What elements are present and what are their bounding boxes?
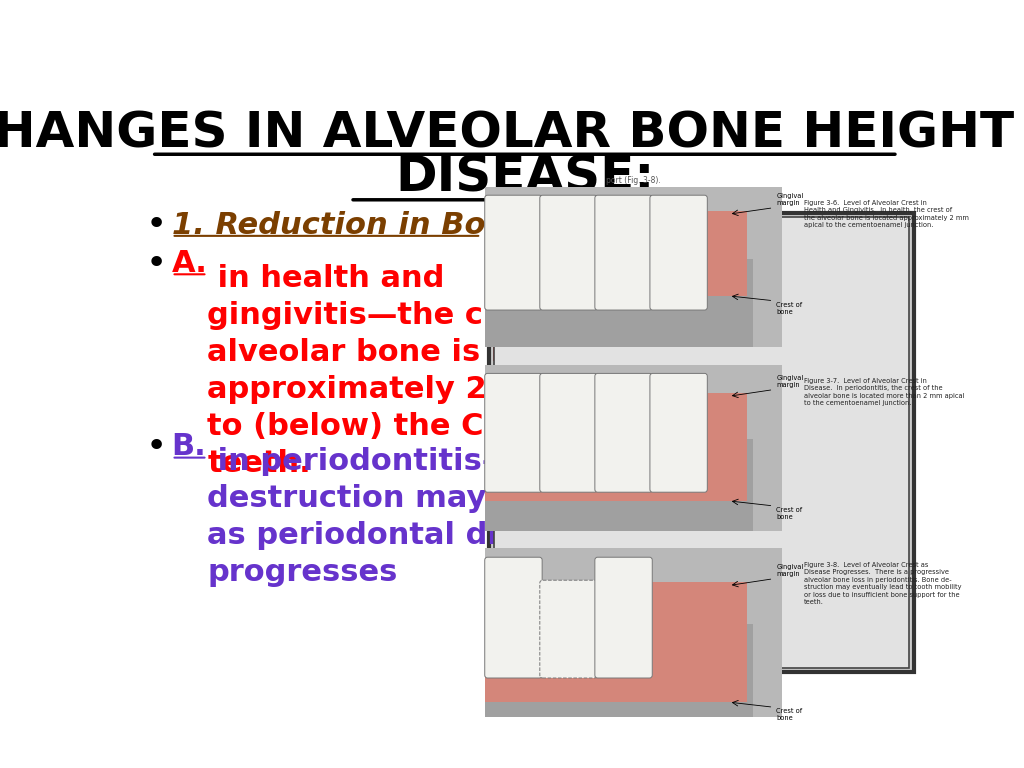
Bar (484, 439, 753, 531)
Bar (484, 365, 782, 531)
Text: •: • (145, 430, 167, 464)
Bar (484, 187, 782, 347)
FancyBboxPatch shape (494, 217, 909, 668)
Text: in periodontitis—bone
destruction may be marked
as periodontal disease
progresse: in periodontitis—bone destruction may be… (207, 447, 679, 587)
FancyBboxPatch shape (595, 558, 652, 678)
Text: port (Fig. 3-8).: port (Fig. 3-8). (606, 177, 660, 185)
Text: DISEASE:: DISEASE: (395, 154, 654, 202)
Bar (484, 259, 753, 347)
Text: A.: A. (172, 249, 208, 278)
FancyBboxPatch shape (595, 373, 652, 492)
Text: Figure 3-8.  Level of Alveolar Crest as
Disease Progresses.  There is a progress: Figure 3-8. Level of Alveolar Crest as D… (804, 562, 962, 605)
Text: Gingival
margin: Gingival margin (776, 564, 804, 577)
FancyBboxPatch shape (650, 195, 708, 310)
Text: Crest of
bone: Crest of bone (776, 302, 803, 315)
Text: in health and
gingivitis—the crest of the
alveolar bone is located
approximately: in health and gingivitis—the crest of th… (207, 263, 674, 478)
Text: Gingival
margin: Gingival margin (776, 193, 804, 206)
Text: Gingival
margin: Gingival margin (776, 375, 804, 388)
Text: •: • (145, 208, 167, 242)
Bar (484, 582, 746, 702)
FancyBboxPatch shape (489, 214, 913, 672)
Text: 1. Reduction in Bone Height: 1. Reduction in Bone Height (172, 210, 653, 240)
Text: CHANGES IN ALVEOLAR BONE HEIGHT IN: CHANGES IN ALVEOLAR BONE HEIGHT IN (0, 110, 1024, 157)
Bar (484, 211, 746, 296)
Text: Figure 3-6.  Level of Alveolar Crest in
Health and Gingivitis.  In health, the c: Figure 3-6. Level of Alveolar Crest in H… (804, 200, 969, 228)
FancyBboxPatch shape (484, 373, 542, 492)
FancyBboxPatch shape (540, 195, 597, 310)
Bar (484, 624, 753, 717)
Text: •: • (145, 247, 167, 280)
Text: Crest of
bone: Crest of bone (776, 507, 803, 520)
FancyBboxPatch shape (650, 373, 708, 492)
Text: B.: B. (172, 432, 207, 462)
FancyBboxPatch shape (484, 195, 542, 310)
Text: Figure 3-7.  Level of Alveolar Crest in
Disease.  In periodontitis, the crest of: Figure 3-7. Level of Alveolar Crest in D… (804, 378, 965, 406)
FancyBboxPatch shape (540, 580, 597, 678)
Bar (484, 393, 746, 501)
Text: Crest of
bone: Crest of bone (776, 708, 803, 721)
FancyBboxPatch shape (595, 195, 652, 310)
Bar (484, 548, 782, 717)
FancyBboxPatch shape (484, 558, 542, 678)
FancyBboxPatch shape (540, 373, 597, 492)
